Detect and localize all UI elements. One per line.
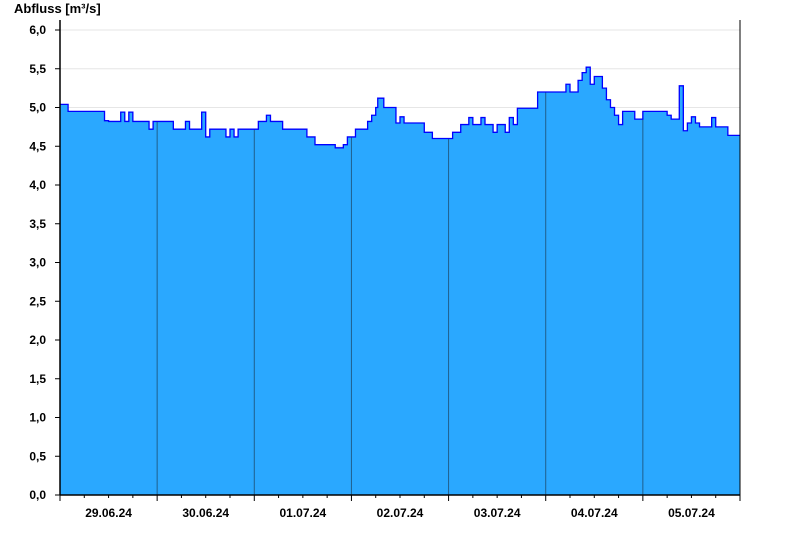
y-tick-label: 1,0 (29, 411, 46, 425)
y-tick-label: 2,5 (29, 294, 46, 308)
y-tick-labels: 0,0 0,5 1,0 1,5 2,0 2,5 3,0 3,5 4,0 4,5 5,0 5,5 6,0 (29, 23, 46, 502)
x-tick-label: 02.07.24 (377, 506, 424, 520)
x-tick-labels: 29.06.24 30.06.24 01.07.24 02.07.24 03.07.24… (85, 506, 715, 520)
x-tick-label: 04.07.24 (571, 506, 618, 520)
y-tick-label: 3,5 (29, 217, 46, 231)
y-tick-label: 0,0 (29, 488, 46, 502)
x-tick-label: 03.07.24 (474, 506, 521, 520)
x-tick-label: 30.06.24 (182, 506, 229, 520)
y-tick-label: 1,5 (29, 372, 46, 386)
x-tick-label: 05.07.24 (668, 506, 715, 520)
day-separators (156, 92, 644, 495)
y-tick-label: 6,0 (29, 23, 46, 37)
discharge-area (60, 67, 740, 495)
discharge-line (60, 66, 740, 149)
y-tick-label: 5,5 (29, 62, 46, 76)
y-tick-label: 2,0 (29, 333, 46, 347)
y-tick-label: 4,5 (29, 139, 46, 153)
y-tick-label: 3,0 (29, 256, 46, 270)
axes (55, 20, 741, 501)
y-tick-label: 5,0 (29, 101, 46, 115)
y-tick-label: 0,5 (29, 449, 46, 463)
y-axis-title: Abfluss [m³/s] (14, 1, 101, 16)
y-tick-label: 4,0 (29, 178, 46, 192)
x-tick-label: 29.06.24 (85, 506, 132, 520)
x-tick-label: 01.07.24 (279, 506, 326, 520)
